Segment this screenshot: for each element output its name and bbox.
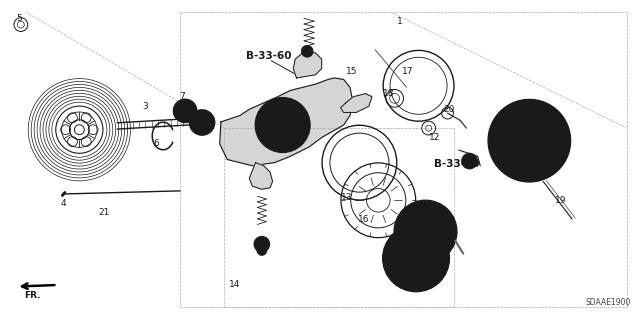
Circle shape	[500, 150, 511, 160]
Text: 5: 5	[17, 14, 22, 24]
Circle shape	[254, 236, 269, 252]
Circle shape	[524, 163, 534, 173]
Text: 4: 4	[61, 199, 66, 208]
Text: 2: 2	[460, 158, 466, 167]
Text: 15: 15	[346, 67, 357, 76]
Polygon shape	[250, 163, 273, 189]
Polygon shape	[340, 94, 372, 113]
Circle shape	[394, 200, 457, 263]
Text: B-33-60: B-33-60	[434, 159, 479, 169]
Circle shape	[263, 105, 302, 145]
Text: 14: 14	[229, 280, 241, 289]
Text: FR.: FR.	[24, 292, 40, 300]
Circle shape	[461, 153, 477, 169]
Text: 17: 17	[401, 67, 413, 76]
Circle shape	[383, 225, 449, 292]
Circle shape	[548, 122, 558, 132]
Circle shape	[524, 108, 534, 118]
Text: 9: 9	[401, 268, 406, 277]
Text: 12: 12	[429, 133, 440, 142]
Circle shape	[173, 99, 197, 123]
Text: 20: 20	[443, 105, 454, 114]
Text: SDAAE1900: SDAAE1900	[586, 298, 631, 307]
Circle shape	[257, 246, 267, 256]
Circle shape	[488, 100, 571, 182]
Text: B-33-60: B-33-60	[246, 51, 292, 61]
Text: 16: 16	[358, 215, 370, 224]
Circle shape	[496, 107, 563, 174]
Circle shape	[500, 122, 511, 132]
Text: 21: 21	[99, 208, 109, 217]
Circle shape	[189, 110, 215, 135]
Circle shape	[255, 98, 310, 152]
Circle shape	[509, 121, 549, 160]
Text: 8: 8	[189, 114, 195, 123]
Text: 6: 6	[154, 139, 159, 148]
Text: 10: 10	[415, 244, 426, 253]
Text: 11: 11	[493, 130, 504, 139]
Text: 3: 3	[142, 102, 148, 111]
Text: 13: 13	[340, 193, 352, 202]
Circle shape	[548, 150, 558, 160]
Polygon shape	[220, 78, 353, 166]
Polygon shape	[293, 53, 322, 78]
Text: 7: 7	[179, 92, 184, 101]
Text: 18: 18	[383, 89, 395, 98]
Circle shape	[490, 131, 506, 147]
Text: 1: 1	[397, 17, 403, 26]
Text: 19: 19	[554, 196, 566, 205]
Circle shape	[301, 45, 313, 57]
